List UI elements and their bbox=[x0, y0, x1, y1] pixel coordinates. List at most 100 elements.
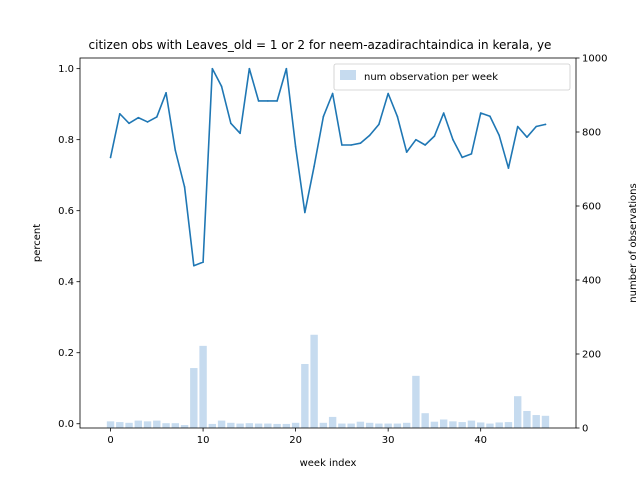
bar bbox=[199, 345, 207, 428]
bar bbox=[384, 423, 392, 428]
bar bbox=[217, 420, 226, 428]
line-point bbox=[331, 92, 334, 95]
bar bbox=[180, 425, 189, 428]
y-right-tick-label: 1000 bbox=[582, 54, 607, 65]
bar bbox=[347, 423, 355, 428]
legend: num observation per week bbox=[333, 63, 571, 91]
y-right-tick-label: 800 bbox=[582, 128, 601, 139]
percent-line bbox=[109, 67, 547, 267]
legend-frame bbox=[333, 63, 571, 91]
x-tick-label: 10 bbox=[197, 435, 210, 446]
bar bbox=[162, 423, 170, 428]
bar bbox=[375, 423, 383, 428]
y-left-axis-label: percent bbox=[32, 224, 43, 262]
bar bbox=[264, 423, 272, 428]
bar bbox=[532, 415, 540, 428]
y-left-axis-ticks: 0.0 0.2 0.4 0.6 0.8 1.0 bbox=[58, 64, 80, 430]
bar bbox=[282, 423, 291, 428]
line-point bbox=[368, 134, 371, 137]
bar bbox=[116, 422, 124, 428]
line-point bbox=[257, 100, 260, 102]
line-point bbox=[341, 144, 343, 146]
y-left-tick-label: 1.0 bbox=[58, 64, 74, 75]
bar bbox=[430, 421, 439, 428]
line-point bbox=[322, 115, 325, 118]
y-right-tick-label: 0 bbox=[582, 424, 588, 435]
bar bbox=[134, 420, 142, 428]
line-point bbox=[452, 138, 454, 141]
line-point bbox=[109, 156, 112, 159]
x-axis-label: week index bbox=[300, 458, 357, 469]
bar bbox=[291, 422, 300, 428]
bar bbox=[328, 416, 337, 428]
bars-layer bbox=[106, 334, 550, 428]
bar bbox=[319, 422, 328, 428]
y-left-tick-label: 0.2 bbox=[58, 348, 74, 359]
y-right-axis-label: number of observations bbox=[628, 183, 639, 302]
line-point bbox=[507, 167, 510, 169]
bar bbox=[356, 421, 365, 428]
bar bbox=[301, 363, 309, 428]
line-point bbox=[239, 132, 241, 135]
bar bbox=[393, 423, 402, 428]
bar bbox=[208, 423, 217, 428]
line-point bbox=[118, 112, 121, 115]
line-point bbox=[479, 112, 482, 114]
bar bbox=[514, 396, 522, 428]
chart-title: citizen obs with Leaves_old = 1 or 2 for… bbox=[89, 38, 552, 52]
y-left-tick-label: 0.8 bbox=[58, 135, 74, 146]
x-axis-ticks: 0 10 20 30 40 bbox=[107, 428, 487, 446]
bar bbox=[273, 423, 281, 428]
bar bbox=[106, 421, 115, 428]
bar bbox=[523, 410, 531, 428]
line-point bbox=[202, 261, 204, 263]
line-point bbox=[183, 186, 186, 188]
y-left-tick-label: 0.0 bbox=[58, 419, 74, 430]
bar bbox=[495, 422, 503, 428]
bar bbox=[476, 422, 485, 428]
line-point bbox=[405, 151, 408, 153]
line-point bbox=[359, 142, 362, 145]
bar bbox=[143, 421, 152, 428]
line-point bbox=[294, 145, 297, 148]
x-tick-label: 20 bbox=[289, 435, 302, 446]
line-point bbox=[128, 122, 130, 125]
line-point bbox=[220, 85, 223, 88]
bar bbox=[421, 413, 429, 428]
line-point bbox=[424, 144, 426, 146]
line-point bbox=[313, 165, 315, 168]
bar bbox=[365, 422, 374, 428]
line-point bbox=[378, 123, 380, 126]
line-layer bbox=[109, 67, 547, 267]
bar bbox=[541, 415, 550, 428]
line-point bbox=[442, 112, 445, 114]
y-right-tick-label: 200 bbox=[582, 350, 601, 361]
line-point bbox=[350, 144, 352, 146]
bar bbox=[227, 422, 235, 428]
line-point bbox=[470, 153, 473, 155]
x-tick-label: 0 bbox=[107, 435, 113, 446]
line-point bbox=[193, 264, 195, 267]
bar bbox=[153, 420, 161, 428]
bar bbox=[439, 419, 448, 428]
bar bbox=[402, 422, 411, 428]
legend-swatch-bars bbox=[340, 70, 356, 80]
line-point bbox=[248, 67, 251, 70]
y-left-tick-label: 0.4 bbox=[58, 277, 74, 288]
line-point bbox=[267, 100, 269, 102]
line-point bbox=[415, 138, 417, 141]
x-tick-label: 40 bbox=[474, 435, 487, 446]
y-right-tick-label: 600 bbox=[582, 202, 601, 213]
y-left-tick-label: 0.6 bbox=[58, 206, 74, 217]
plot-frame bbox=[79, 57, 577, 429]
legend-label-bars: num observation per week bbox=[364, 72, 498, 83]
bar bbox=[245, 423, 254, 428]
line-point bbox=[174, 149, 177, 152]
line-point bbox=[230, 122, 232, 125]
line-point bbox=[211, 67, 214, 70]
line-point bbox=[285, 67, 288, 70]
line-point bbox=[304, 211, 306, 214]
line-point bbox=[165, 91, 167, 94]
x-tick-label: 30 bbox=[382, 435, 395, 446]
line-point bbox=[516, 125, 519, 128]
